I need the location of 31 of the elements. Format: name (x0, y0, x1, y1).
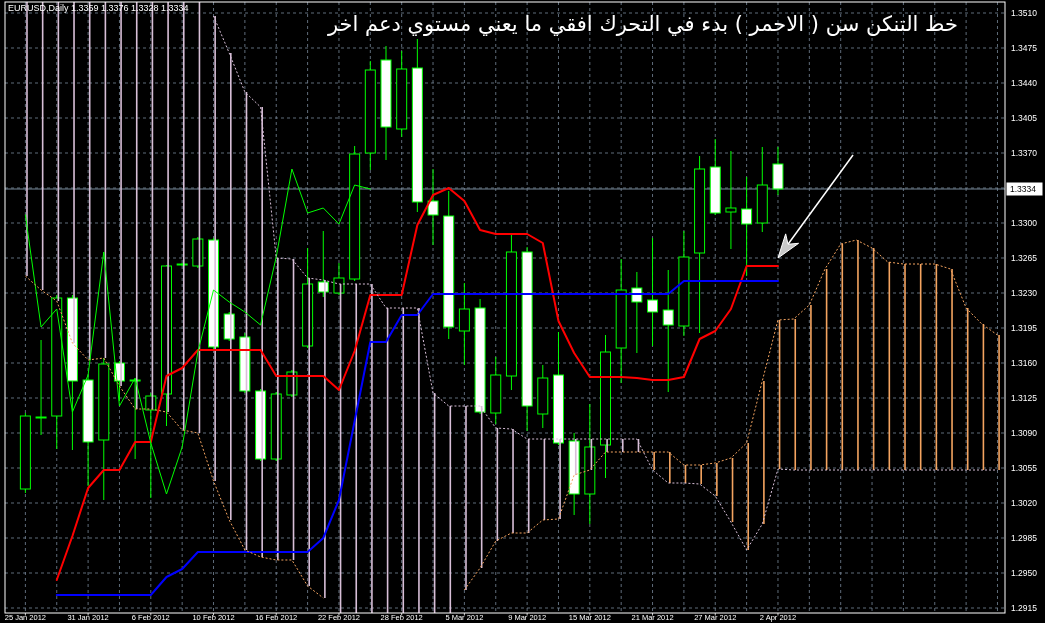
y-tick-label: 1.3440 (1011, 78, 1038, 88)
candlestick (725, 150, 737, 250)
ref-line-label: 1.3334 (1010, 184, 1037, 194)
y-tick-label: 1.3160 (1011, 358, 1038, 368)
candlestick (458, 282, 470, 366)
y-tick-label: 1.2950 (1011, 568, 1038, 578)
y-tick-label: 1.2915 (1011, 603, 1038, 613)
y-tick-label: 1.3405 (1011, 113, 1038, 123)
y-tick-label: 1.3510 (1011, 8, 1038, 18)
candlestick (741, 176, 753, 277)
y-tick-label: 1.3265 (1011, 253, 1038, 263)
annotation: خط التنكن سن ( الاحمر ) بدء في التحرك افقي ما يعني مستوي دعم اخر (327, 12, 958, 37)
line-series (55, 280, 779, 596)
y-tick-label: 1.3020 (1011, 498, 1038, 508)
candlestick (631, 271, 643, 354)
candlestick (129, 378, 141, 460)
candlestick (647, 237, 659, 347)
line-series (55, 187, 779, 581)
y-tick-label: 1.3195 (1011, 323, 1038, 333)
candlestick (333, 262, 345, 296)
y-tick-label: 1.3300 (1011, 218, 1038, 228)
candlestick (662, 269, 674, 393)
y-tick-label: 1.3090 (1011, 428, 1038, 438)
candlestick (35, 339, 47, 436)
y-tick-label: 1.3125 (1011, 393, 1038, 403)
y-tick-label: 1.3370 (1011, 148, 1038, 158)
y-tick-label: 1.2985 (1011, 533, 1038, 543)
y-tick-label: 1.3055 (1011, 463, 1038, 473)
y-tick-label: 1.3230 (1011, 288, 1038, 298)
candlestick (427, 168, 439, 246)
y-tick-label: 1.3475 (1011, 43, 1038, 53)
